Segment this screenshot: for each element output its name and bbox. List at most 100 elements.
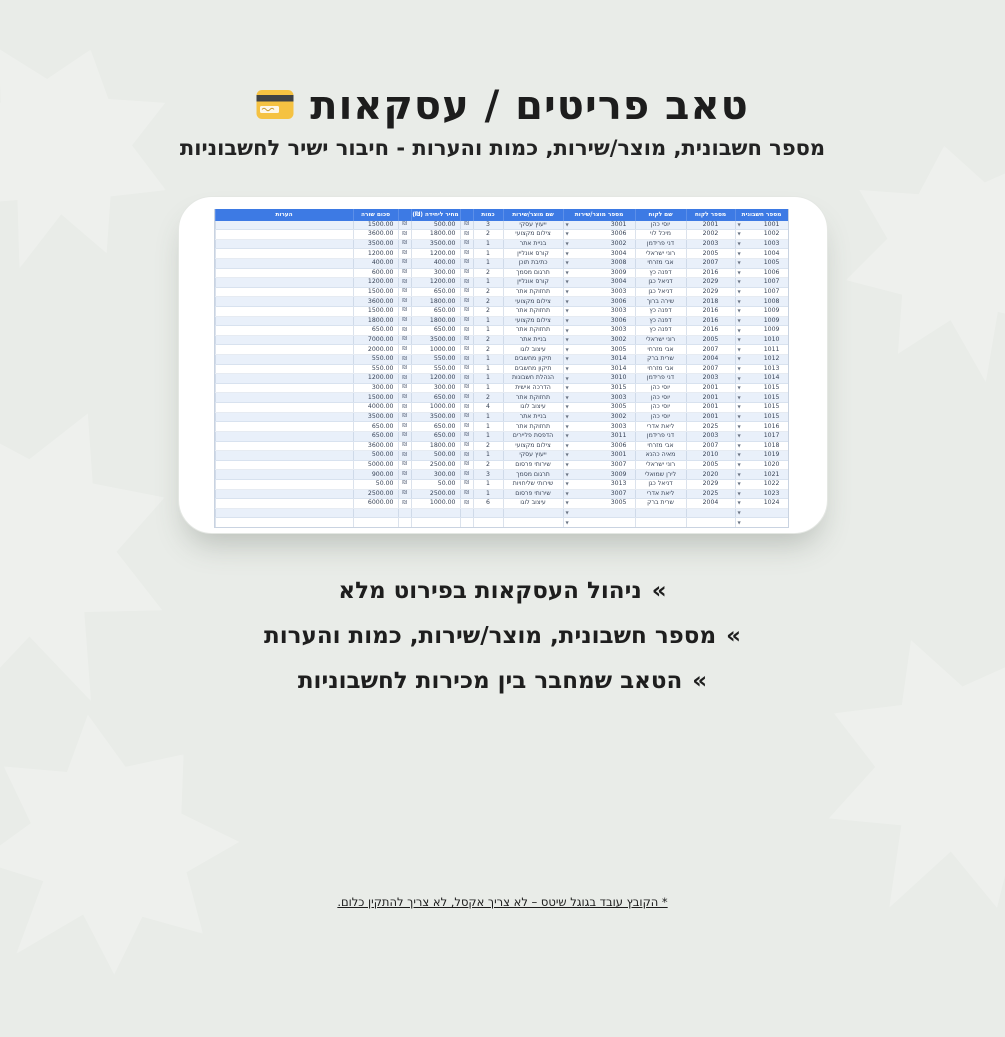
dropdown-arrow-icon[interactable]: ▼ (737, 423, 741, 429)
cell-currency: ₪ (397, 412, 411, 422)
dropdown-arrow-icon[interactable]: ▼ (737, 317, 741, 323)
bullet-text: מספר חשבונית, מוצר/שירות, כמות והערות (264, 623, 717, 649)
cell-unit-price: 1800.00 (410, 316, 460, 326)
dropdown-arrow-icon[interactable]: ▼ (565, 240, 569, 246)
dropdown-arrow-icon[interactable]: ▼ (565, 231, 569, 237)
cell-row-total: 3600.00 (352, 297, 398, 306)
dropdown-arrow-icon[interactable]: ▼ (737, 461, 741, 467)
dropdown-arrow-icon[interactable]: ▼ (565, 365, 569, 371)
dropdown-arrow-icon[interactable]: ▼ (737, 356, 741, 362)
dropdown-arrow-icon[interactable]: ▼ (565, 433, 569, 439)
cell-currency: ₪ (459, 335, 473, 345)
cell-product-number: 3002 ▼ (562, 412, 635, 422)
dropdown-arrow-icon[interactable]: ▼ (737, 288, 741, 294)
dropdown-arrow-icon[interactable]: ▼ (565, 452, 569, 458)
cell-row-total: 1500.00 (352, 306, 398, 316)
dropdown-arrow-icon[interactable]: ▼ (565, 375, 569, 381)
dropdown-arrow-icon[interactable]: ▼ (565, 337, 569, 343)
dropdown-arrow-icon[interactable]: ▼ (737, 260, 741, 266)
cell-product-name: צילום מקצועי (502, 230, 563, 239)
dropdown-arrow-icon[interactable]: ▼ (737, 385, 741, 391)
dropdown-arrow-icon[interactable]: ▼ (565, 471, 569, 477)
dropdown-arrow-icon[interactable]: ▼ (565, 423, 569, 429)
dropdown-arrow-icon[interactable]: ▼ (737, 250, 741, 256)
dropdown-arrow-icon[interactable]: ▼ (737, 327, 741, 333)
dropdown-arrow-icon[interactable]: ▼ (737, 337, 741, 343)
dropdown-arrow-icon[interactable]: ▼ (737, 481, 741, 487)
sheet-row: ▼ ▼ (214, 518, 788, 527)
dropdown-arrow-icon[interactable]: ▼ (737, 221, 741, 227)
cell-row-total: 1800.00 (352, 316, 398, 326)
dropdown-arrow-icon[interactable]: ▼ (737, 509, 741, 515)
dropdown-arrow-icon[interactable]: ▼ (737, 394, 741, 400)
cell-currency: ₪ (397, 268, 411, 278)
dropdown-arrow-icon[interactable]: ▼ (565, 346, 569, 352)
dropdown-arrow-icon[interactable]: ▼ (737, 365, 741, 371)
dropdown-arrow-icon[interactable]: ▼ (565, 509, 569, 515)
dropdown-arrow-icon[interactable]: ▼ (565, 260, 569, 266)
sheet-row: 1016 ▼ 2025 ליאת אדרי 3003 ▼ תחזוקת אתר 1 ₪ 650.0… (214, 422, 788, 432)
dropdown-arrow-icon[interactable]: ▼ (737, 471, 741, 477)
dropdown-arrow-icon[interactable]: ▼ (737, 433, 741, 439)
cell-row-total: 500.00 (352, 451, 398, 460)
dropdown-arrow-icon[interactable]: ▼ (565, 519, 569, 525)
cell-currency: ₪ (459, 268, 473, 278)
cell-notes (214, 403, 353, 412)
dropdown-arrow-icon[interactable]: ▼ (737, 442, 741, 448)
dropdown-arrow-icon[interactable]: ▼ (565, 308, 569, 314)
bullet-line: « ניהול העסקאות בפירוט מלא (0, 576, 1005, 606)
dropdown-arrow-icon[interactable]: ▼ (565, 279, 569, 285)
dropdown-arrow-icon[interactable]: ▼ (565, 385, 569, 391)
cell-quantity: 1 (472, 258, 503, 268)
dropdown-arrow-icon[interactable]: ▼ (737, 500, 741, 506)
cell-quantity: 1 (472, 326, 503, 335)
dropdown-arrow-icon[interactable]: ▼ (737, 490, 741, 496)
sheet-row: 1013 ▼ 2007 אבי מזרחי 3014 ▼ תיקון מחשבים 1 ₪ 550… (214, 364, 788, 375)
dropdown-arrow-icon[interactable]: ▼ (737, 308, 741, 314)
dropdown-arrow-icon[interactable]: ▼ (565, 250, 569, 256)
dropdown-arrow-icon[interactable]: ▼ (565, 317, 569, 323)
cell-product-name: ייעוץ עסקי (502, 220, 563, 230)
cell-row-total: 7000.00 (352, 335, 398, 345)
cell-quantity: 2 (472, 345, 503, 355)
dropdown-arrow-icon[interactable]: ▼ (565, 327, 569, 333)
cell-unit-price: 1200.00 (410, 249, 460, 258)
cell-currency: ₪ (397, 499, 411, 508)
dropdown-arrow-icon[interactable]: ▼ (737, 269, 741, 275)
dropdown-arrow-icon[interactable]: ▼ (565, 394, 569, 400)
dropdown-arrow-icon[interactable]: ▼ (565, 490, 569, 496)
dropdown-arrow-icon[interactable]: ▼ (565, 481, 569, 487)
dropdown-arrow-icon[interactable]: ▼ (737, 375, 741, 381)
dropdown-arrow-icon[interactable]: ▼ (565, 413, 569, 419)
dropdown-arrow-icon[interactable]: ▼ (565, 500, 569, 506)
dropdown-arrow-icon[interactable]: ▼ (737, 240, 741, 246)
dropdown-arrow-icon[interactable]: ▼ (565, 221, 569, 227)
dropdown-arrow-icon[interactable]: ▼ (737, 279, 741, 285)
dropdown-arrow-icon[interactable]: ▼ (565, 442, 569, 448)
cell-currency (397, 518, 411, 527)
dropdown-arrow-icon[interactable]: ▼ (737, 452, 741, 458)
dropdown-arrow-icon[interactable]: ▼ (737, 346, 741, 352)
dropdown-arrow-icon[interactable]: ▼ (565, 461, 569, 467)
cell-product-number: 3002 ▼ (562, 335, 635, 345)
sheet-row: 1004 ▼ 2005 רוני ישראלי 3004 ▼ קורס אונליין 1 ₪ 1… (214, 249, 788, 259)
dropdown-arrow-icon[interactable]: ▼ (737, 519, 741, 525)
dropdown-arrow-icon[interactable]: ▼ (737, 298, 741, 304)
cell-customer-name: אבי מזרחי (634, 441, 686, 451)
dropdown-arrow-icon[interactable]: ▼ (565, 269, 569, 275)
dropdown-arrow-icon[interactable]: ▼ (565, 356, 569, 362)
footer-note: * הקובץ עובד בגוגל שיטס – לא צריך אקסל, … (337, 895, 668, 909)
dropdown-arrow-icon[interactable]: ▼ (565, 288, 569, 294)
cell-customer-name: רוני ישראלי (634, 460, 686, 470)
dropdown-arrow-icon[interactable]: ▼ (737, 404, 741, 410)
dropdown-arrow-icon[interactable]: ▼ (565, 298, 569, 304)
cell-notes (214, 460, 353, 470)
dropdown-arrow-icon[interactable]: ▼ (737, 413, 741, 419)
cell-row-total: 900.00 (352, 470, 398, 479)
column-header (397, 209, 411, 221)
cell-row-total: 3500.00 (352, 239, 398, 249)
dropdown-arrow-icon[interactable]: ▼ (737, 231, 741, 237)
cell-currency: ₪ (459, 306, 473, 316)
dropdown-arrow-icon[interactable]: ▼ (565, 404, 569, 410)
feature-bullets: « ניהול העסקאות בפירוט מלא « מספר חשבונית,… (0, 576, 1005, 696)
